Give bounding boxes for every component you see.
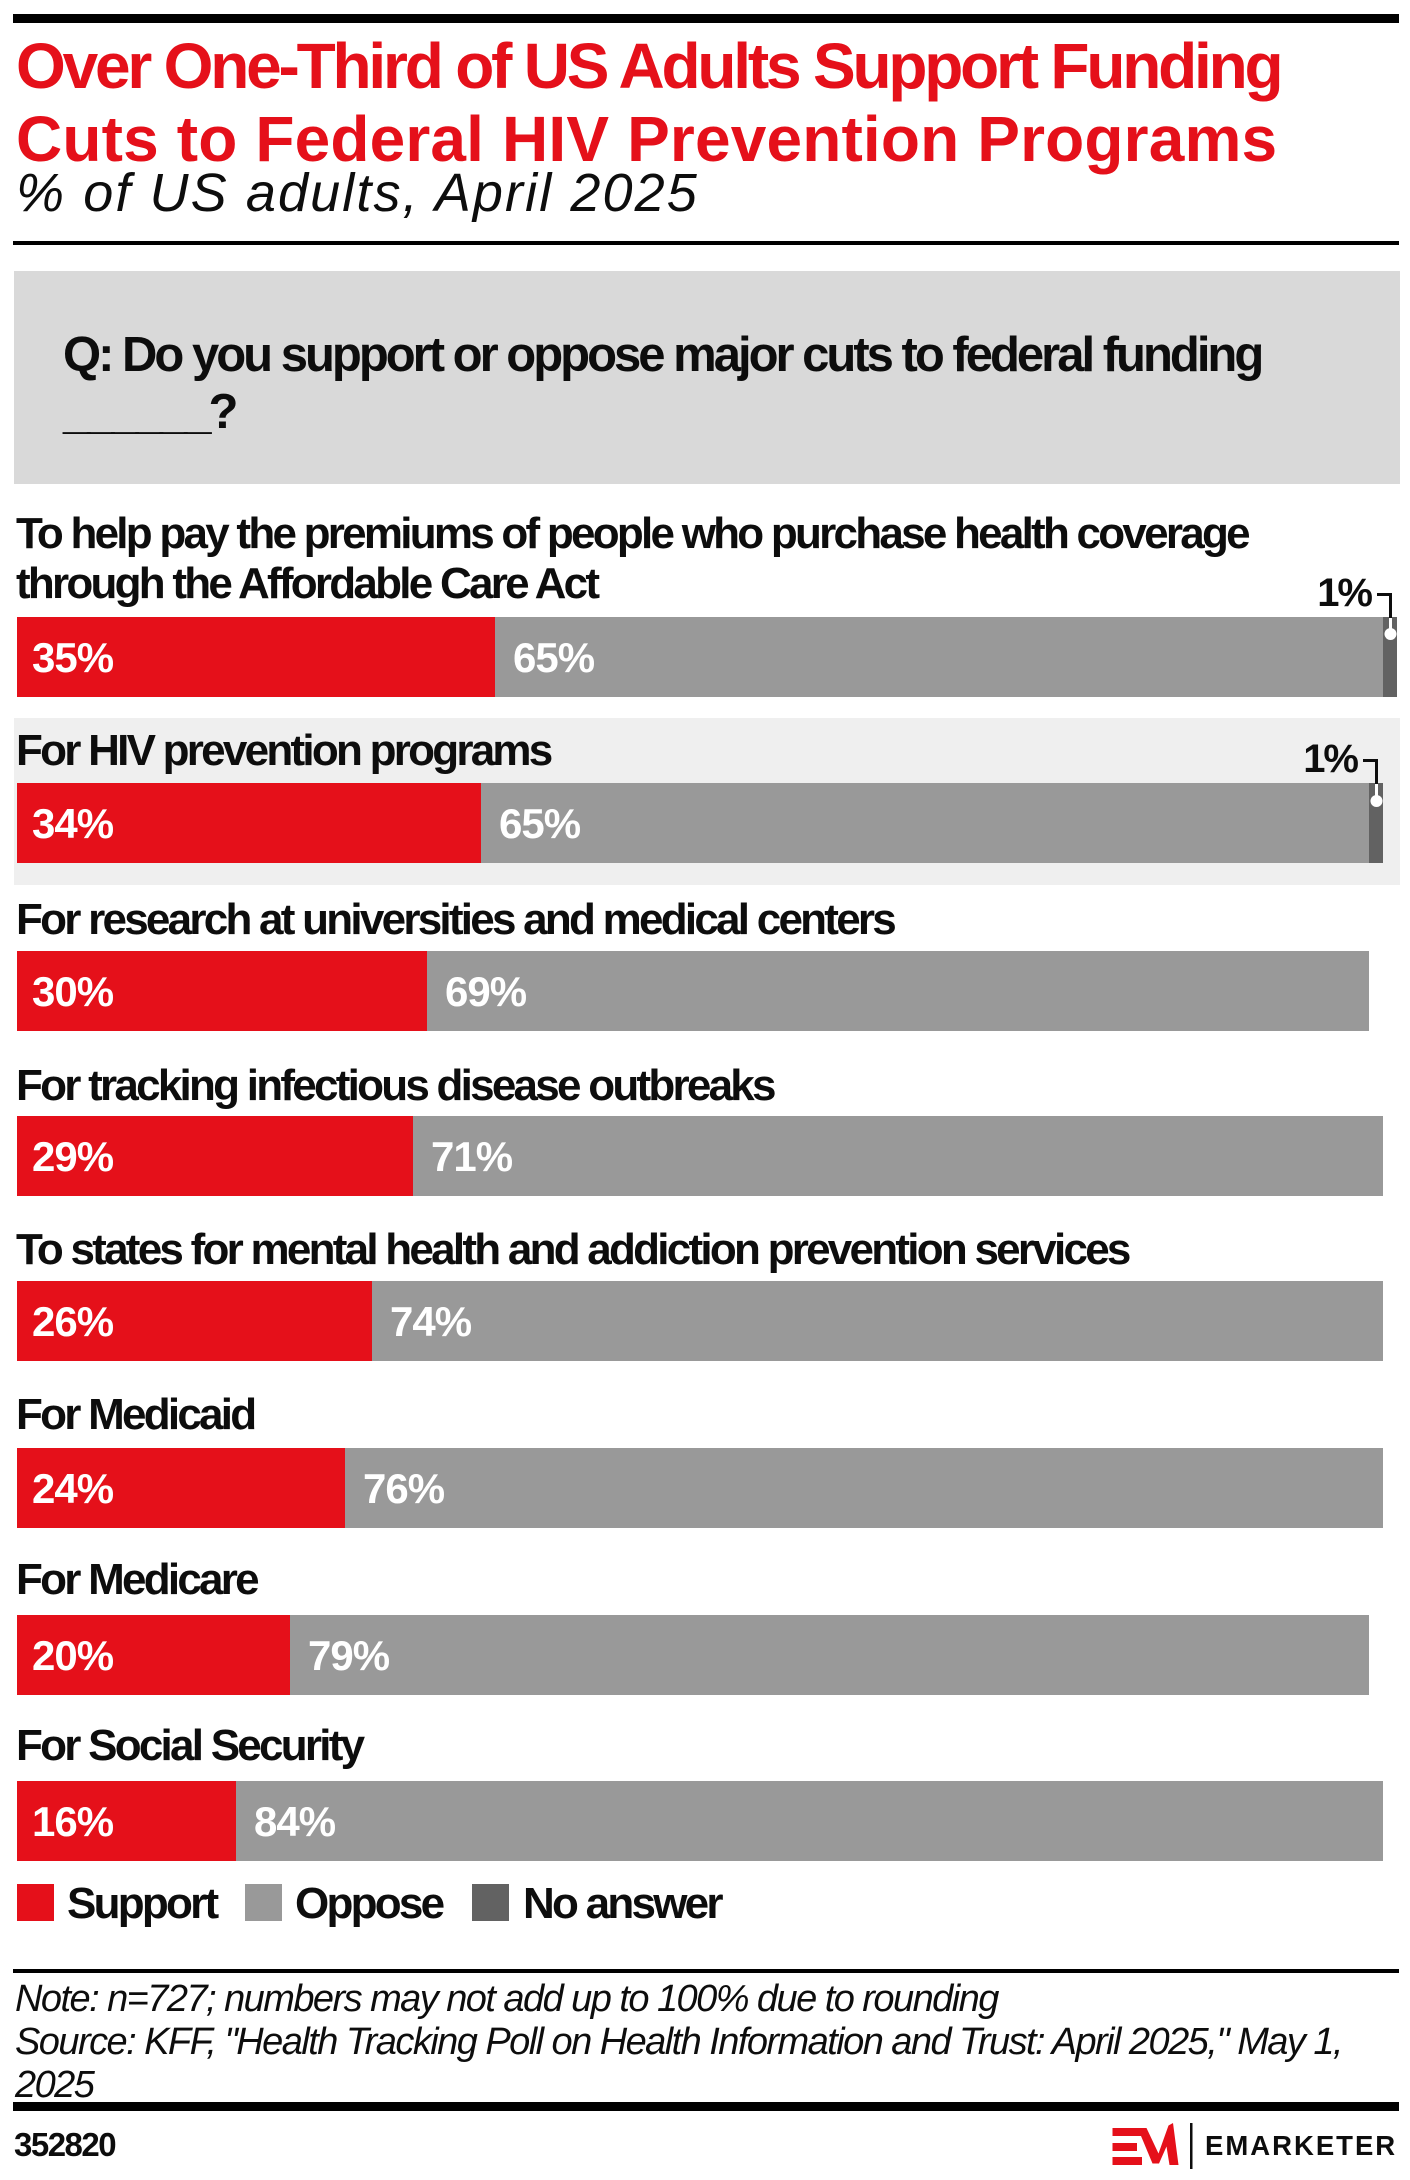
svg-text:EMARKETER: EMARKETER (1205, 2130, 1396, 2161)
